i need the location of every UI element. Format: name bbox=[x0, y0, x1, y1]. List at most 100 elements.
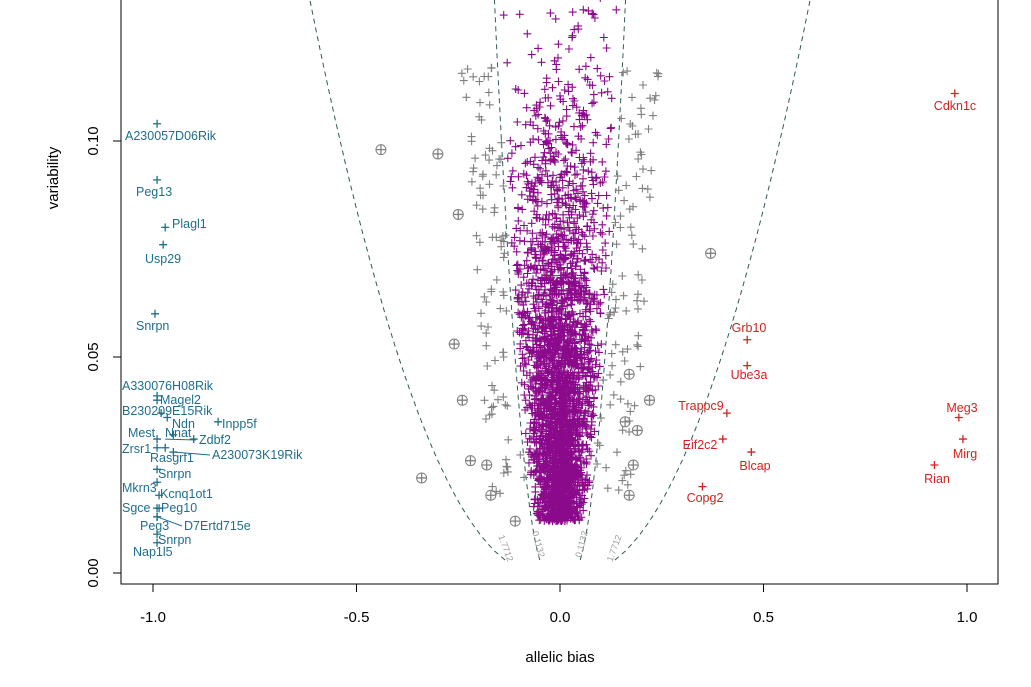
gene-label: Mkrn3 bbox=[122, 481, 157, 495]
intermediate-genes bbox=[375, 63, 717, 527]
gene-label: Copg2 bbox=[687, 491, 724, 505]
imprinted-gene-markers bbox=[151, 89, 967, 547]
x-tick-label: 1.0 bbox=[957, 609, 978, 626]
gene-marker bbox=[159, 240, 168, 249]
gene-label: Mirg bbox=[953, 447, 977, 461]
gene-label: Nap1l5 bbox=[133, 545, 173, 559]
gene-marker bbox=[169, 430, 178, 439]
gene-label: Peg13 bbox=[136, 185, 172, 199]
intermediate-gene-marker bbox=[624, 490, 635, 501]
gene-label: Rian bbox=[924, 472, 950, 486]
gene-label: Ube3a bbox=[731, 368, 768, 382]
threshold-curve-label: 1.7712 bbox=[496, 534, 515, 563]
gene-marker bbox=[163, 413, 172, 422]
gene-label: Usp29 bbox=[145, 252, 181, 266]
unbiased-genes-cloud bbox=[499, 0, 621, 526]
gene-label-leader bbox=[173, 451, 211, 456]
intermediate-gene-marker bbox=[465, 455, 476, 466]
gene-marker bbox=[950, 89, 959, 98]
intermediate-gene-marker bbox=[449, 339, 460, 350]
intermediate-gene-markers bbox=[457, 63, 663, 498]
intermediate-gene-marker bbox=[510, 516, 521, 527]
intermediate-gene-marker bbox=[416, 472, 427, 483]
gene-label: Zrsr1 bbox=[122, 442, 151, 456]
intermediate-gene-marker bbox=[624, 369, 635, 380]
intermediate-gene-marker bbox=[457, 395, 468, 406]
y-tick-label: 0.00 bbox=[85, 558, 102, 587]
y-axis: 0.00 0.05 0.10 bbox=[85, 126, 122, 588]
gene-marker bbox=[153, 478, 162, 487]
gene-label: A330076H08Rik bbox=[122, 379, 214, 393]
gene-label-leader bbox=[165, 438, 197, 441]
gene-label: Mest bbox=[128, 426, 156, 440]
x-tick-label: 0.0 bbox=[550, 609, 571, 626]
gene-label: B230209E15Rik bbox=[122, 404, 213, 418]
threshold-curve-labels: 1.7712 0.1132 0.1132 1.7712 bbox=[496, 530, 623, 563]
gene-marker bbox=[153, 396, 162, 405]
gene-marker bbox=[698, 482, 707, 491]
gene-label: Trappc9 bbox=[678, 399, 723, 413]
gene-label: Rasgrf1 bbox=[150, 451, 194, 465]
gene-marker bbox=[722, 409, 731, 418]
gene-marker bbox=[743, 335, 752, 344]
threshold-curve bbox=[309, 0, 506, 561]
gene-label: Magel2 bbox=[160, 393, 201, 407]
threshold-curve bbox=[579, 0, 627, 561]
gene-label: Snrpn bbox=[158, 533, 191, 547]
gene-marker bbox=[153, 465, 162, 474]
intermediate-gene-marker bbox=[632, 425, 643, 436]
gene-marker bbox=[214, 417, 223, 426]
gene-marker bbox=[153, 443, 162, 452]
intermediate-gene-marker bbox=[628, 460, 639, 470]
gene-label: Kcnq1ot1 bbox=[160, 487, 213, 501]
threshold-curve-label: 0.1132 bbox=[573, 530, 590, 559]
gene-label: Cdkn1c bbox=[934, 99, 976, 113]
y-tick-label: 0.10 bbox=[85, 126, 102, 155]
gene-label: Plagl1 bbox=[172, 217, 207, 231]
gene-label: Nnat bbox=[165, 426, 192, 440]
gene-label: Blcap bbox=[739, 459, 770, 473]
x-axis: -1.0 -0.5 0.0 0.5 1.0 bbox=[140, 583, 978, 626]
gene-marker bbox=[189, 435, 198, 444]
gene-marker bbox=[747, 448, 756, 457]
intermediate-gene-marker bbox=[620, 416, 631, 427]
gene-marker bbox=[153, 435, 162, 444]
x-tick-label: -0.5 bbox=[344, 609, 370, 626]
gene-label: Snrpn bbox=[136, 319, 169, 333]
gene-label: Peg3 bbox=[140, 519, 169, 533]
intermediate-gene-marker bbox=[481, 460, 492, 470]
threshold-curve bbox=[614, 0, 811, 561]
threshold-curve bbox=[493, 0, 541, 561]
imprinted-gene-labels: A230057D06Rik Peg13 Plagl1 Usp29 Snrpn A33007… bbox=[122, 99, 978, 559]
intermediate-gene-marker bbox=[705, 248, 716, 259]
gene-label: A230057D06Rik bbox=[125, 129, 217, 143]
gene-marker bbox=[153, 530, 162, 539]
gene-marker bbox=[155, 491, 164, 500]
intermediate-gene-marker bbox=[375, 144, 386, 155]
gene-label: Zdbf2 bbox=[199, 433, 231, 447]
y-axis-title: variability bbox=[45, 146, 62, 209]
x-tick-label: -1.0 bbox=[140, 609, 166, 626]
unbiased-gene-markers bbox=[499, 0, 621, 526]
intermediate-gene-marker bbox=[453, 209, 464, 220]
gene-marker bbox=[153, 119, 162, 128]
gene-label: Eif2c2 bbox=[683, 438, 718, 452]
threshold-curve-label: 0.1132 bbox=[530, 530, 547, 559]
x-axis-title: allelic bias bbox=[525, 649, 594, 666]
gene-marker bbox=[718, 435, 727, 444]
gene-label: Ndn bbox=[172, 417, 195, 431]
intermediate-gene-marker bbox=[485, 490, 496, 501]
gene-label: Grb10 bbox=[732, 321, 767, 335]
gene-marker bbox=[161, 223, 170, 232]
gene-label: A230073K19Rik bbox=[212, 448, 303, 462]
x-tick-label: 0.5 bbox=[753, 609, 774, 626]
gene-marker bbox=[958, 435, 967, 444]
gene-marker bbox=[153, 538, 162, 547]
intermediate-gene-marker bbox=[432, 148, 443, 159]
gene-label: Meg3 bbox=[946, 401, 977, 415]
y-tick-label: 0.05 bbox=[85, 342, 102, 371]
gene-label: Sgce bbox=[122, 501, 151, 515]
gene-label: Peg10 bbox=[161, 501, 197, 515]
gene-marker bbox=[155, 504, 164, 513]
